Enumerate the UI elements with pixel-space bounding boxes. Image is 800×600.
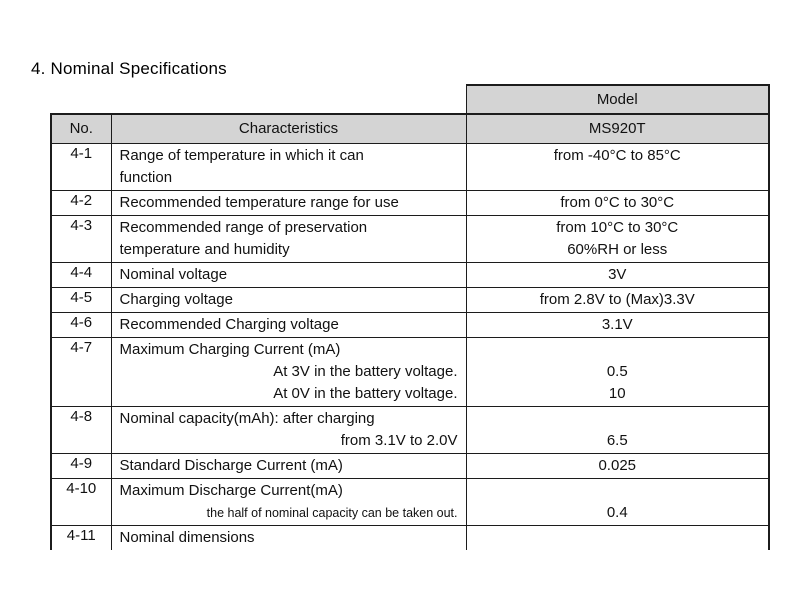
table-row: 4-5 Charging voltage from 2.8V to (Max)3… bbox=[50, 286, 770, 313]
row-characteristic: Nominal dimensions bbox=[110, 524, 467, 550]
characteristic-line: the half of nominal capacity can be take… bbox=[206, 505, 458, 520]
row-value: 0.025 bbox=[465, 452, 770, 479]
value-line: 3V bbox=[608, 265, 627, 283]
characteristic-line: temperature and humidity bbox=[119, 240, 290, 258]
row-characteristic: Range of temperature in which it can func… bbox=[110, 142, 467, 191]
row-no: 4-2 bbox=[50, 189, 112, 216]
row-no: 4-4 bbox=[50, 261, 112, 288]
value-line bbox=[475, 527, 761, 549]
row-characteristic: Recommended range of preservation tempera… bbox=[110, 214, 467, 263]
value-line: 10 bbox=[608, 384, 626, 402]
table-row: 4-4 Nominal voltage 3V bbox=[50, 261, 770, 288]
row-no: 4-7 bbox=[50, 336, 112, 407]
value-line: from -40°C to 85°C bbox=[553, 146, 681, 164]
characteristic-line: Range of temperature in which it can bbox=[119, 146, 364, 164]
row-value: 3.1V bbox=[465, 311, 770, 338]
row-no: 4-5 bbox=[50, 286, 112, 313]
table-row: 4-1 Range of temperature in which it can… bbox=[50, 142, 770, 191]
characteristic-line: Recommended temperature range for use bbox=[119, 193, 399, 211]
row-value: 6.5 bbox=[465, 405, 770, 454]
table-row: 4-7 Maximum Charging Current (mA) At 3V i… bbox=[50, 336, 770, 407]
characteristic-line: Standard Discharge Current (mA) bbox=[119, 456, 343, 474]
value-line: 0.025 bbox=[598, 456, 637, 474]
table-row: 4-8 Nominal capacity(mAh): after chargin… bbox=[50, 405, 770, 454]
row-no: 4-3 bbox=[50, 214, 112, 263]
spec-table-body: Model No. Characteristics MS920T 4-1 Ran… bbox=[50, 84, 770, 550]
value-line bbox=[475, 480, 761, 502]
model-header-cell: Model bbox=[465, 84, 770, 115]
row-no: 4-10 bbox=[50, 477, 112, 526]
table-row: 4-2 Recommended temperature range for us… bbox=[50, 189, 770, 216]
spec-table: Model No. Characteristics MS920T 4-1 Ran… bbox=[50, 84, 770, 550]
value-line: from 10°C to 30°C bbox=[556, 218, 679, 236]
row-no: 4-9 bbox=[50, 452, 112, 479]
row-no: 4-1 bbox=[50, 142, 112, 191]
characteristic-line: Nominal voltage bbox=[119, 265, 228, 283]
characteristic-line: function bbox=[119, 168, 173, 186]
row-characteristic: Nominal capacity(mAh): after charging fro… bbox=[110, 405, 467, 454]
value-line: 3.1V bbox=[601, 315, 633, 333]
value-line bbox=[475, 408, 761, 430]
no-column-header: No. bbox=[50, 113, 112, 144]
value-line: 0.5 bbox=[606, 362, 628, 380]
characteristic-line: Maximum Discharge Current(mA) bbox=[119, 481, 343, 499]
characteristic-line: Nominal capacity(mAh): after charging bbox=[119, 409, 375, 427]
table-row: 4-3 Recommended range of preservation tem… bbox=[50, 214, 770, 263]
empty-header-space bbox=[51, 85, 466, 114]
model-value-header: MS920T bbox=[465, 113, 770, 144]
row-no: 4-6 bbox=[50, 311, 112, 338]
row-value: 0.4 bbox=[465, 477, 770, 526]
value-line: 0.4 bbox=[606, 503, 628, 521]
row-characteristic: Charging voltage bbox=[110, 286, 467, 313]
characteristic-line: At 3V in the battery voltage. bbox=[273, 362, 458, 380]
characteristics-column-header: Characteristics bbox=[110, 113, 467, 144]
characteristic-line: Maximum Charging Current (mA) bbox=[119, 340, 341, 358]
value-line bbox=[475, 339, 761, 361]
section-title: 4. Nominal Specifications bbox=[31, 59, 227, 78]
row-characteristic: Maximum Charging Current (mA) At 3V in th… bbox=[110, 336, 467, 407]
row-no: 4-8 bbox=[50, 405, 112, 454]
row-value: 3V bbox=[465, 261, 770, 288]
characteristic-line: Recommended Charging voltage bbox=[119, 315, 339, 333]
row-characteristic: Recommended temperature range for use bbox=[110, 189, 467, 216]
row-value: from 2.8V to (Max)3.3V bbox=[465, 286, 770, 313]
characteristic-line: Recommended range of preservation bbox=[119, 218, 368, 236]
row-value: 0.5 10 bbox=[465, 336, 770, 407]
row-characteristic: Nominal voltage bbox=[110, 261, 467, 288]
table-row: 4-6 Recommended Charging voltage 3.1V bbox=[50, 311, 770, 338]
value-line: from 0°C to 30°C bbox=[560, 193, 675, 211]
value-line: 6.5 bbox=[606, 431, 628, 449]
table-row: 4-10 Maximum Discharge Current(mA) the ha… bbox=[50, 477, 770, 526]
row-no: 4-11 bbox=[50, 524, 112, 550]
characteristic-line: from 3.1V to 2.0V bbox=[340, 431, 458, 449]
column-header-row: No. Characteristics MS920T bbox=[50, 113, 770, 144]
characteristic-line: Nominal dimensions bbox=[119, 528, 255, 546]
row-value: from 10°C to 30°C 60%RH or less bbox=[465, 214, 770, 263]
model-header-row: Model bbox=[51, 84, 770, 115]
row-value: from 0°C to 30°C bbox=[465, 189, 770, 216]
row-characteristic: Maximum Discharge Current(mA) the half of… bbox=[110, 477, 467, 526]
characteristic-line: At 0V in the battery voltage. bbox=[273, 384, 458, 402]
value-line: from 2.8V to (Max)3.3V bbox=[539, 290, 695, 308]
row-characteristic: Recommended Charging voltage bbox=[110, 311, 467, 338]
value-line: 60%RH or less bbox=[567, 240, 668, 258]
row-value: from -40°C to 85°C bbox=[465, 142, 770, 191]
table-row: 4-11 Nominal dimensions bbox=[50, 524, 770, 550]
characteristic-line: Charging voltage bbox=[119, 290, 233, 308]
row-value bbox=[465, 524, 770, 550]
row-characteristic: Standard Discharge Current (mA) bbox=[110, 452, 467, 479]
value-line bbox=[475, 167, 761, 189]
table-row: 4-9 Standard Discharge Current (mA) 0.02… bbox=[50, 452, 770, 479]
